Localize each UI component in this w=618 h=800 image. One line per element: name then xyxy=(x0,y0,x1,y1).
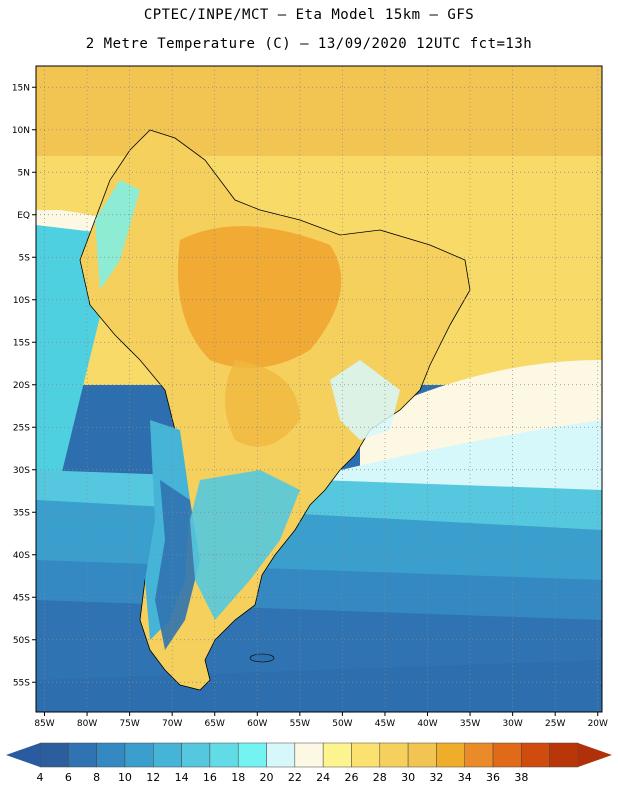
colorbar-cell xyxy=(294,742,324,768)
colorbar-label: 24 xyxy=(316,771,330,784)
colorbar-label: 4 xyxy=(37,771,44,784)
lon-tick-label: 75W xyxy=(119,719,139,729)
lon-tick-label: 35W xyxy=(460,719,480,729)
lat-tick-label: 5S xyxy=(19,253,31,263)
lon-tick-label: 40W xyxy=(417,719,437,729)
colorbar-label: 22 xyxy=(288,771,302,784)
colorbar-label: 30 xyxy=(401,771,415,784)
colorbar-cell xyxy=(39,742,69,768)
colorbar-label: 18 xyxy=(231,771,245,784)
chart-subtitle: 2 Metre Temperature (C) – 13/09/2020 12U… xyxy=(85,36,533,52)
lon-tick-label: 80W xyxy=(77,719,97,729)
colorbar-label: 12 xyxy=(146,771,160,784)
lat-tick-label: 5N xyxy=(18,168,30,178)
colorbar-cell xyxy=(492,742,522,768)
colorbar-label: 34 xyxy=(458,771,472,784)
colorbar-label: 10 xyxy=(118,771,132,784)
lat-tick-label: 10N xyxy=(12,126,30,136)
lat-tick-label: 30S xyxy=(13,466,30,476)
colorbar-label: 16 xyxy=(203,771,217,784)
colorbar-cell xyxy=(379,742,409,768)
colorbar-cell xyxy=(436,742,465,768)
colorbar-label: 20 xyxy=(260,771,274,784)
lat-tick-label: 10S xyxy=(13,296,30,306)
lat-tick-label: 35S xyxy=(13,508,30,518)
lon-tick-label: 85W xyxy=(34,719,54,729)
colorbar-label: 26 xyxy=(344,771,358,784)
lon-tick-label: 25W xyxy=(545,719,565,729)
lon-tick-label: 30W xyxy=(502,719,522,729)
lat-tick-label: 55S xyxy=(13,678,30,688)
lat-tick-label: EQ xyxy=(17,211,30,221)
lat-tick-label: 15N xyxy=(12,83,30,93)
lon-tick-label: 65W xyxy=(205,719,225,729)
colorbar-label: 8 xyxy=(93,771,100,784)
colorbar-cell xyxy=(266,742,296,768)
lon-tick-label: 45W xyxy=(375,719,395,729)
colorbar-cell xyxy=(521,742,550,768)
colorbar-cell xyxy=(181,742,211,768)
colorbar-cells xyxy=(39,742,579,768)
map-frame xyxy=(35,65,603,713)
lat-tick-label: 45S xyxy=(13,593,30,603)
colorbar-right-arrow xyxy=(578,743,612,767)
colorbar-label: 14 xyxy=(175,771,189,784)
lat-tick-label: 20S xyxy=(13,381,30,391)
latitude-axis: 15N 10N 5N EQ 5S 10S 15S 20S 25S 30S 35S 40S 45S 50S 5… xyxy=(12,83,36,688)
lon-tick-label: 55W xyxy=(290,719,310,729)
lon-tick-label: 50W xyxy=(332,719,352,729)
colorbar-cell xyxy=(351,742,381,768)
colorbar-cell xyxy=(209,742,239,768)
colorbar-label: 38 xyxy=(514,771,528,784)
colorbar-cell xyxy=(68,742,97,768)
colorbar-cell xyxy=(96,742,126,768)
lat-tick-label: 15S xyxy=(13,338,30,348)
chart-title: CPTEC/INPE/MCT – Eta Model 15km – GFS xyxy=(143,7,475,23)
colorbar-label: 6 xyxy=(65,771,72,784)
colorbar-cell xyxy=(237,742,267,768)
colorbar-cell xyxy=(153,742,182,768)
longitude-axis: 85W 80W 75W 70W 65W 60W 55W 50W 45W 40W 35W 30W 25W 2… xyxy=(34,712,608,729)
lon-tick-label: 70W xyxy=(162,719,182,729)
temperature-map: 15N 10N 5N EQ 5S 10S 15S 20S 25S 30S 35S 40S 45S 50S 5… xyxy=(12,65,608,729)
lat-tick-label: 50S xyxy=(13,636,30,646)
lat-tick-label: 40S xyxy=(13,551,30,561)
colorbar-label: 36 xyxy=(486,771,500,784)
colorbar-label: 28 xyxy=(373,771,387,784)
colorbar: 4 6 8 10 12 14 16 18 20 22 24 26 28 30 32 34 36 38 xyxy=(6,742,612,784)
colorbar-cell xyxy=(407,742,437,768)
colorbar-label: 32 xyxy=(429,771,443,784)
lon-tick-label: 60W xyxy=(247,719,267,729)
lat-tick-label: 25S xyxy=(13,423,30,433)
map-field xyxy=(36,66,602,712)
colorbar-labels: 4 6 8 10 12 14 16 18 20 22 24 26 28 30 32 34 36 38 xyxy=(37,771,529,784)
colorbar-cell xyxy=(549,742,579,768)
colorbar-cell xyxy=(464,742,494,768)
colorbar-cell xyxy=(124,742,154,768)
lon-tick-label: 20W xyxy=(588,719,608,729)
colorbar-cell xyxy=(322,742,352,768)
colorbar-left-arrow xyxy=(6,743,40,767)
